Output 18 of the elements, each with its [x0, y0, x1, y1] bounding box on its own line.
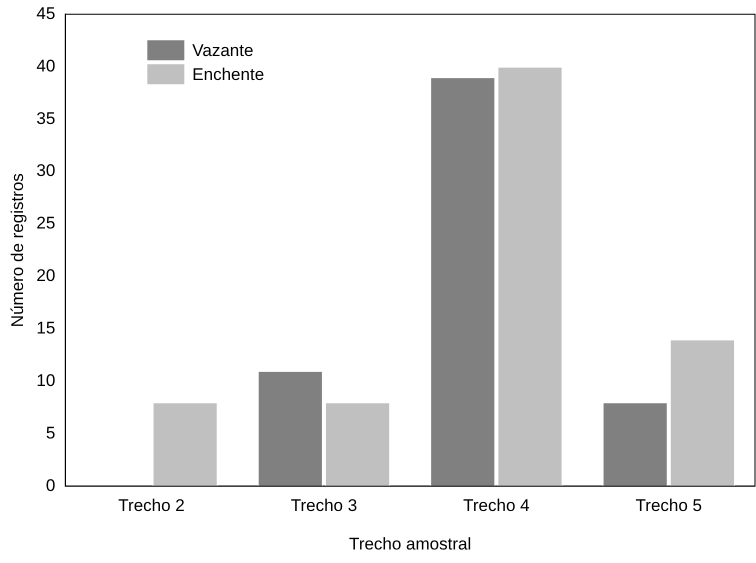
y-tick-label: 30 [36, 161, 56, 180]
y-tick-label: 10 [36, 371, 56, 390]
legend-label: Vazante [192, 40, 254, 60]
x-tick-label: Trecho 2 [118, 496, 185, 516]
y-tick-label: 35 [36, 108, 56, 128]
x-axis-title: Trecho amostral [349, 534, 472, 554]
y-axis-title: Número de registros [8, 173, 27, 328]
y-tick-label: 40 [36, 56, 56, 76]
y-tick-label: 25 [36, 214, 56, 233]
y-tick-label: 0 [46, 476, 56, 495]
x-tick-label: Trecho 4 [463, 496, 530, 516]
legend-label: Enchente [192, 64, 264, 84]
y-tick-label: 45 [36, 4, 56, 23]
y-tick-label: 20 [36, 266, 56, 286]
y-tick-label: 15 [36, 318, 56, 338]
x-tick-label: Trecho 3 [290, 496, 358, 516]
x-tick-label: Trecho 5 [636, 496, 702, 516]
y-tick-label: 5 [46, 423, 56, 442]
